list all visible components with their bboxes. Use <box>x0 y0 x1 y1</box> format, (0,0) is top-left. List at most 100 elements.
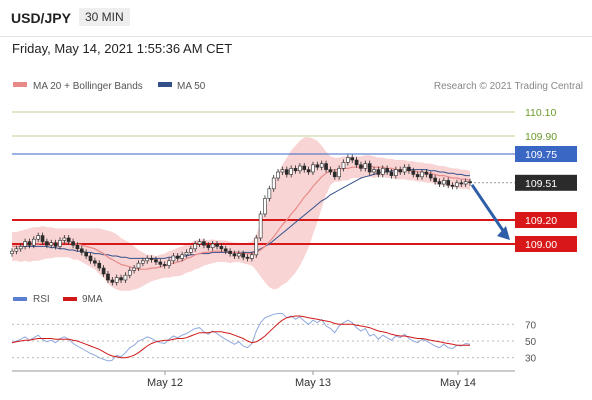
candle-body <box>236 253 241 257</box>
candle-body <box>380 168 385 175</box>
candle-body <box>88 255 93 262</box>
candle-body <box>97 262 102 269</box>
candle-body <box>407 166 411 172</box>
candle-body <box>154 259 158 263</box>
legend-ma20-label: MA 20 + Bollinger Bands <box>33 81 143 92</box>
candle-body <box>411 170 416 175</box>
candle-body <box>385 168 389 173</box>
candle-body <box>394 169 398 176</box>
candle-body <box>258 213 263 239</box>
candle-body <box>49 242 54 246</box>
candle-body <box>298 165 302 172</box>
timeframe-button[interactable]: 30 MIN <box>79 8 130 26</box>
candle-body <box>245 256 250 259</box>
level-label-109.20: 109.20 <box>525 215 557 227</box>
candle-body <box>71 241 75 246</box>
last-price-label: 109.51 <box>525 178 557 190</box>
candle-body <box>40 235 45 242</box>
level-label-109.75: 109.75 <box>525 149 557 161</box>
price-candles <box>10 154 472 286</box>
candle-body <box>66 237 71 242</box>
legend-swatch-ma50 <box>158 82 172 87</box>
candle-body <box>206 244 211 248</box>
candle-body <box>337 168 341 178</box>
candle-body <box>62 237 67 241</box>
bollinger-band-area <box>12 137 470 291</box>
candle-body <box>468 181 472 184</box>
candle-body <box>36 235 40 240</box>
candle-body <box>18 246 23 250</box>
level-label-109.90: 109.90 <box>525 131 557 143</box>
candle-body <box>284 169 289 175</box>
legend-rsi-label: RSI <box>33 294 50 305</box>
candle-body <box>455 182 459 187</box>
chart-datetime: Friday, May 14, 2021 1:55:36 AM CET <box>12 41 233 56</box>
ma20-line <box>12 165 471 270</box>
candle-body <box>289 168 293 175</box>
rsi-tick-70: 70 <box>525 320 537 331</box>
candle-body <box>389 171 394 176</box>
candle-body <box>58 240 62 247</box>
candle-body <box>372 169 376 173</box>
legend-swatch-rsi <box>13 297 27 301</box>
candle-body <box>420 171 424 178</box>
candle-body <box>114 277 119 283</box>
candle-body <box>149 258 154 260</box>
candle-body <box>328 169 333 173</box>
candle-body <box>84 252 88 257</box>
candle-body <box>276 171 280 179</box>
candle-body <box>228 250 232 254</box>
price-levels <box>12 111 515 245</box>
level-tag-109.00 <box>515 236 577 252</box>
candle-body <box>14 248 19 252</box>
candle-body <box>184 252 189 256</box>
legend-swatch-ma20 <box>13 82 27 87</box>
x-tick-label: May 14 <box>440 377 476 389</box>
candle-body <box>215 243 219 247</box>
candle-body <box>315 164 320 168</box>
rsi-tick-50: 50 <box>525 337 537 348</box>
level-tag-109.75 <box>515 146 577 162</box>
candle-body <box>341 162 346 169</box>
candle-body <box>175 255 180 259</box>
candle-body <box>354 159 359 166</box>
candle-body <box>132 267 136 271</box>
candle-body <box>346 157 350 163</box>
candle-body <box>437 181 442 185</box>
x-axis: May 12 May 13 May 14 <box>12 370 515 389</box>
candle-body <box>171 255 176 262</box>
candle-body <box>376 169 381 175</box>
symbol-label: USD/JPY <box>11 10 71 26</box>
legend-9ma-label: 9MA <box>82 294 103 305</box>
candle-body <box>123 274 128 281</box>
candle-body <box>463 181 468 185</box>
candle-body <box>232 253 237 257</box>
candle-body <box>424 171 429 175</box>
chart-header: USD/JPY 30 MIN <box>0 0 592 37</box>
candle-body <box>263 198 267 215</box>
candle-body <box>162 264 167 266</box>
candle-body <box>167 260 171 266</box>
level-label-109.00: 109.00 <box>525 239 557 251</box>
x-tick-label: May 12 <box>147 377 183 389</box>
legend-ma50-label: MA 50 <box>177 81 206 92</box>
candle-body <box>446 180 451 186</box>
candle-body <box>145 258 150 262</box>
candle-body <box>319 163 324 168</box>
candle-body <box>158 261 163 265</box>
candle-body <box>219 246 224 250</box>
x-tick-label: May 13 <box>295 377 331 389</box>
candle-body <box>311 164 315 173</box>
candle-body <box>45 241 49 246</box>
candle-body <box>141 260 145 264</box>
candle-body <box>359 164 363 169</box>
credit-label: Research © 2021 Trading Central <box>434 81 583 92</box>
candle-body <box>23 241 27 247</box>
candle-body <box>250 254 254 259</box>
candle-body <box>332 171 337 178</box>
candle-body <box>127 270 132 276</box>
last-price-tag <box>515 174 577 191</box>
candle-body <box>136 262 141 269</box>
candle-body <box>101 267 106 275</box>
